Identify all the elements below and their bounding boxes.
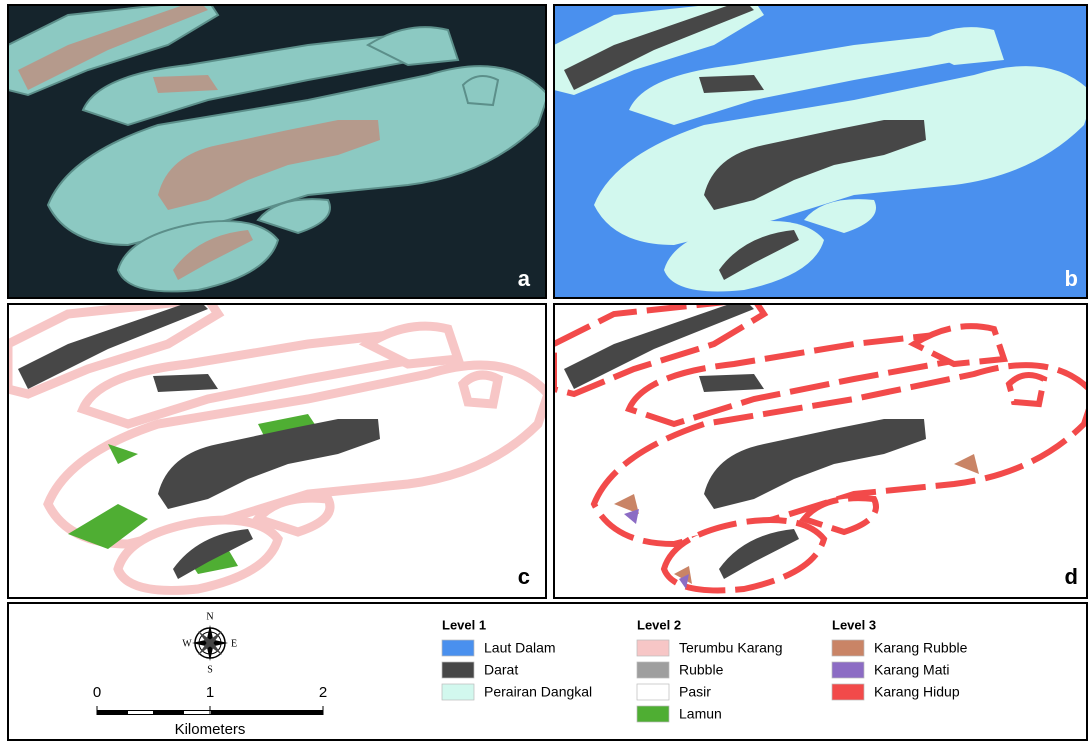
legend-title: Level 1 — [442, 617, 486, 632]
legend-swatch — [637, 640, 669, 656]
scale-unit: Kilometers — [175, 721, 246, 738]
legend-label: Lamun — [679, 706, 722, 722]
panel-letter: b — [1065, 266, 1078, 291]
panel-letter: c — [518, 564, 530, 589]
compass-label: E — [231, 638, 237, 649]
legend-swatch — [637, 662, 669, 678]
legend-label: Perairan Dangkal — [484, 684, 592, 700]
scale-tick-label: 1 — [206, 684, 214, 701]
legend-label: Karang Hidup — [874, 684, 960, 700]
legend-label: Terumbu Karang — [679, 640, 783, 656]
scale-tick-label: 0 — [93, 684, 101, 701]
legend-swatch — [832, 684, 864, 700]
scale-tick-label: 2 — [319, 684, 327, 701]
legend-swatch — [637, 706, 669, 722]
figure: a b c d — [0, 0, 1091, 742]
panel-a: a — [8, 0, 548, 298]
legend-title: Level 2 — [637, 617, 681, 632]
legend-label: Darat — [484, 662, 518, 678]
legend-label: Pasir — [679, 684, 711, 700]
legend-swatch — [832, 662, 864, 678]
compass-label: W — [182, 638, 192, 649]
compass-label: N — [206, 611, 213, 622]
panel-c: c — [8, 299, 548, 598]
legend-swatch — [637, 684, 669, 700]
legend-swatch — [442, 662, 474, 678]
legend-label: Karang Rubble — [874, 640, 968, 656]
legend-title: Level 3 — [832, 617, 876, 632]
panel-b: b — [554, 0, 1091, 298]
legend-label: Karang Mati — [874, 662, 949, 678]
compass-label: S — [207, 664, 213, 675]
panel-letter: d — [1065, 564, 1078, 589]
legend-label: Rubble — [679, 662, 724, 678]
legend-label: Laut Dalam — [484, 640, 556, 656]
legend-swatch — [442, 684, 474, 700]
legend-swatch — [832, 640, 864, 656]
legend-swatch — [442, 640, 474, 656]
panel-letter: a — [518, 266, 531, 291]
panel-d: d — [554, 299, 1091, 598]
